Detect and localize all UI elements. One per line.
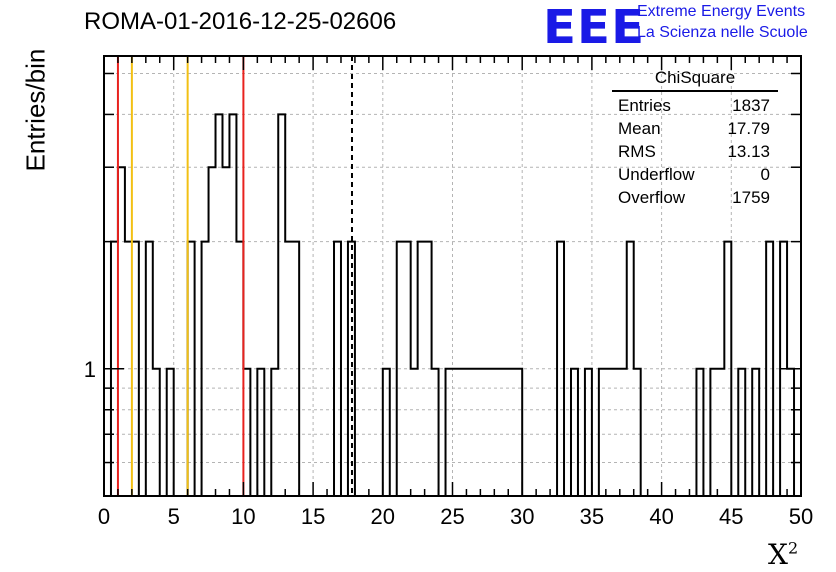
stats-label: Overflow xyxy=(618,188,686,207)
stats-value: 1837 xyxy=(732,96,770,115)
x-tick-label: 10 xyxy=(231,504,255,529)
histogram-outline xyxy=(104,113,801,497)
x-tick-label: 0 xyxy=(98,504,110,529)
eee-logo: EEE xyxy=(543,0,646,54)
stats-label: Underflow xyxy=(618,165,695,184)
stats-value: 17.79 xyxy=(727,119,770,138)
stats-row-overflow: Overflow 1759 xyxy=(612,186,778,209)
x-tick-label: 30 xyxy=(510,504,534,529)
x-axis-title: X2 xyxy=(768,538,798,571)
stats-box: ChiSquare Entries 1837 Mean 17.79 RMS 13… xyxy=(612,68,778,209)
x-axis-title-symbol: X xyxy=(768,538,788,571)
x-axis-title-superscript: 2 xyxy=(787,538,799,558)
x-tick-label: 45 xyxy=(719,504,743,529)
eee-logo-line2: La Scienza nelle Scuole xyxy=(637,24,808,41)
page-title: ROMA-01-2016-12-25-02606 xyxy=(84,8,397,35)
stats-row-mean: Mean 17.79 xyxy=(612,117,778,140)
x-tick-label: 40 xyxy=(649,504,673,529)
eee-logo-line1: Extreme Energy Events xyxy=(637,3,806,20)
stats-value: 0 xyxy=(760,165,770,184)
x-tick-label: 35 xyxy=(580,504,604,529)
x-tick-label: 50 xyxy=(789,504,813,529)
stats-row-entries: Entries 1837 xyxy=(612,94,778,117)
stats-label: Entries xyxy=(618,96,671,115)
stats-row-underflow: Underflow 0 xyxy=(612,163,778,186)
stats-label: RMS xyxy=(618,142,656,161)
x-tick-label: 15 xyxy=(301,504,325,529)
stats-value: 13.13 xyxy=(727,142,770,161)
x-tick-label: 20 xyxy=(371,504,395,529)
y-tick-label: 1 xyxy=(84,357,96,382)
stats-value: 1759 xyxy=(732,188,770,207)
stats-title: ChiSquare xyxy=(612,68,778,92)
x-tick-label: 5 xyxy=(168,504,180,529)
stats-row-rms: RMS 13.13 xyxy=(612,140,778,163)
stats-label: Mean xyxy=(618,119,661,138)
x-tick-label: 25 xyxy=(440,504,464,529)
